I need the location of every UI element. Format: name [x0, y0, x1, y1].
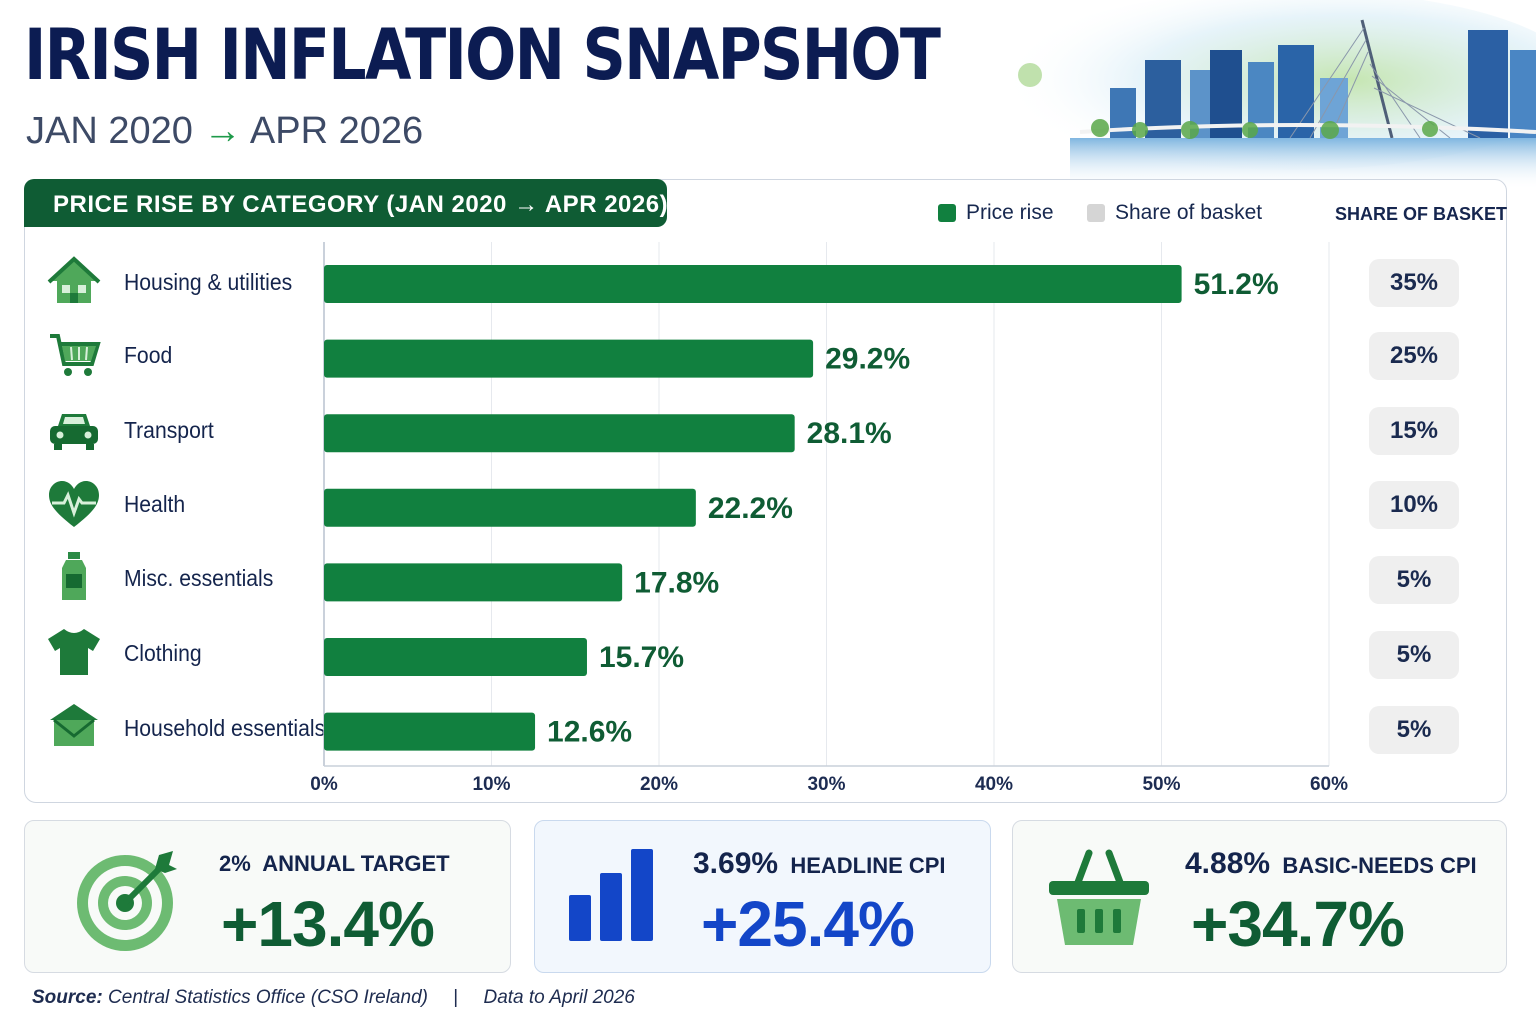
box-icon [50, 704, 98, 746]
heart-pulse-icon [49, 481, 99, 527]
x-tick-label: 0% [310, 774, 338, 795]
basic-needs-cpi-card: 4.88% BASIC-NEEDS CPI +34.7% [1012, 820, 1507, 973]
bar-data-label: 28.1% [807, 417, 892, 450]
card-rate: 4.88% [1185, 847, 1271, 880]
share-of-basket-value: 15% [1369, 407, 1459, 455]
legend-label-share-of-basket: Share of basket [1115, 201, 1263, 224]
bar-price-rise [324, 712, 536, 751]
bar-data-label: 17.8% [634, 566, 719, 599]
bar-data-label: 29.2% [825, 343, 910, 376]
card-value: +25.4% [701, 888, 915, 960]
share-of-basket-header: SHARE OF BASKET [1335, 204, 1508, 224]
card-label: HEADLINE CPI [790, 853, 946, 878]
card-heading: 2% ANNUAL TARGET [219, 851, 450, 877]
target-icon [77, 851, 177, 951]
share-of-basket-value: 5% [1369, 631, 1459, 679]
card-rate: 3.69% [693, 847, 779, 880]
legend-item-price-rise: Price rise [938, 199, 1054, 227]
tshirt-icon [48, 629, 100, 675]
legend-label-price-rise: Price rise [966, 201, 1054, 224]
source-text: Central Statistics Office (CSO Ireland) [108, 987, 428, 1008]
house-icon [47, 256, 101, 303]
source-label: Source: [32, 987, 103, 1008]
bar-data-label: 15.7% [599, 641, 684, 674]
footer-separator: | [453, 987, 459, 1008]
category-label: Clothing [124, 640, 202, 666]
headline-cpi-card: 3.69% HEADLINE CPI +25.4% [534, 820, 991, 973]
card-heading: 4.88% BASIC-NEEDS CPI [1185, 847, 1477, 881]
bar-price-rise [324, 265, 1182, 303]
period-start: JAN 2020 [26, 110, 193, 152]
card-label: BASIC-NEEDS CPI [1282, 853, 1477, 878]
legend-item-share-of-basket: Share of basket [1087, 199, 1262, 227]
x-tick-label: 20% [640, 774, 678, 795]
cart-icon [50, 334, 101, 376]
car-icon [50, 414, 98, 450]
card-value: +13.4% [221, 888, 435, 960]
x-tick-label: 10% [472, 774, 510, 795]
category-label: Health [124, 491, 186, 517]
category-label: Misc. essentials [124, 565, 274, 591]
period-end: APR 2026 [249, 110, 424, 152]
share-of-basket-value: 5% [1369, 706, 1459, 754]
bar-price-rise [324, 563, 623, 602]
target-card: 2% ANNUAL TARGET +13.4% [24, 820, 511, 973]
bottle-icon [62, 552, 86, 600]
bar-data-label: 22.2% [708, 492, 793, 525]
page-title: IRISH INFLATION SNAPSHOT [24, 14, 941, 96]
share-of-basket-value: 10% [1369, 481, 1459, 529]
data-note: Data to April 2026 [483, 987, 635, 1008]
card-value: +34.7% [1191, 888, 1405, 960]
bar-price-rise [324, 339, 814, 378]
basket-icon [1049, 849, 1149, 945]
period-subtitle: JAN 2020 → APR 2026 [26, 110, 423, 153]
x-tick-label: 50% [1142, 774, 1180, 795]
category-label: Food [124, 342, 173, 368]
bar-price-rise [324, 638, 587, 676]
x-tick-label: 30% [807, 774, 845, 795]
category-label: Transport [124, 417, 214, 443]
bar-price-rise [324, 414, 795, 453]
arrow-right-icon: → [203, 110, 242, 152]
dublin-skyline-illustration [1000, 0, 1536, 190]
share-of-basket-value: 35% [1369, 259, 1459, 307]
legend-swatch-share-of-basket [1087, 204, 1105, 222]
card-rate: 2% [219, 851, 251, 876]
bar-data-label: 12.6% [547, 716, 632, 749]
card-label: ANNUAL TARGET [262, 851, 450, 876]
share-of-basket-value: 5% [1369, 556, 1459, 604]
bar-data-label: 51.2% [1194, 268, 1279, 301]
x-tick-label: 60% [1310, 774, 1348, 795]
bar-price-rise [324, 488, 696, 527]
chart-title: PRICE RISE BY CATEGORY (JAN 2020 → APR 2… [24, 179, 668, 227]
legend-swatch-price-rise [938, 204, 956, 222]
card-heading: 3.69% HEADLINE CPI [693, 847, 946, 881]
source-footer: Source: Central Statistics Office (CSO I… [32, 987, 635, 1009]
category-label: Household essentials [124, 715, 326, 741]
x-tick-label: 40% [975, 774, 1013, 795]
category-label: Housing & utilities [124, 269, 293, 295]
share-of-basket-value: 25% [1369, 332, 1459, 380]
bar-chart-icon [569, 849, 653, 941]
